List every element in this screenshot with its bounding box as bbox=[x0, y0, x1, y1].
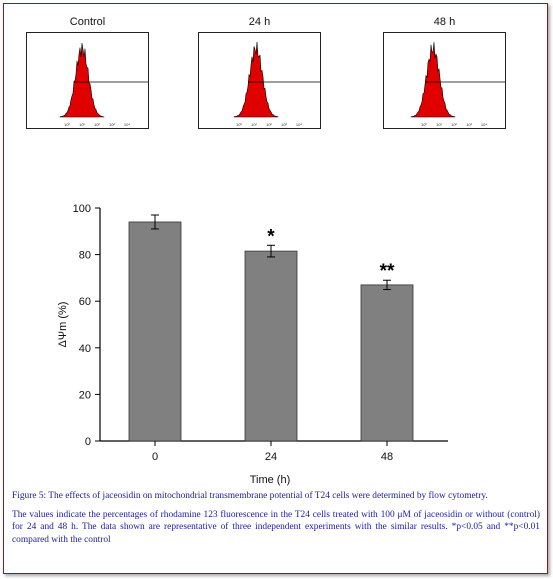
y-tick-label: 80 bbox=[79, 250, 91, 262]
y-axis-label: ΔΨm (%) bbox=[57, 302, 69, 348]
histogram-panel-24h: 24 h 10⁰ 10¹ 10² 10³ 10⁴ bbox=[198, 4, 321, 129]
histogram-tick-label: 10³ bbox=[466, 122, 472, 127]
y-tick-label: 0 bbox=[85, 436, 91, 448]
histogram-svg: 10⁰ 10¹ 10² 10³ 10⁴ bbox=[410, 42, 505, 127]
bar bbox=[244, 250, 298, 442]
histogram-tick-label: 10⁰ bbox=[64, 122, 70, 127]
histogram-plot: 10⁰ 10¹ 10² 10³ 10⁴ bbox=[383, 32, 506, 129]
histogram-tick-label: 10⁴ bbox=[481, 122, 487, 127]
y-tick-label: 20 bbox=[79, 389, 91, 401]
histogram-tick-label: 10⁴ bbox=[296, 122, 302, 127]
caption-title: Figure 5: The effects of jaceosidin on m… bbox=[12, 491, 488, 501]
histogram-tick-label: 10³ bbox=[109, 122, 115, 127]
histogram-plot: 10⁰ 10¹ 10² 10³ 10⁴ bbox=[198, 32, 321, 129]
figure-frame: Control 10⁰ 10¹ 10² 10³ 10⁴ 24 h 10⁰ 10¹ 10² 10… bbox=[3, 3, 548, 574]
histogram-tick-label: 10³ bbox=[281, 122, 287, 127]
histogram-curve bbox=[59, 42, 105, 118]
histogram-plot: 10⁰ 10¹ 10² 10³ 10⁴ bbox=[26, 32, 149, 129]
figure-caption: Figure 5: The effects of jaceosidin on m… bbox=[12, 490, 540, 552]
x-tick-label: 48 bbox=[381, 451, 393, 463]
histogram-panel-48h: 48 h 10⁰ 10¹ 10² 10³ 10⁴ bbox=[383, 4, 506, 129]
x-tick-label: 0 bbox=[152, 451, 158, 463]
histogram-tick-label: 10⁰ bbox=[236, 122, 242, 127]
histogram-title: Control bbox=[69, 16, 106, 28]
x-tick-label: 24 bbox=[265, 451, 277, 463]
histogram-tick-label: 10⁴ bbox=[124, 122, 130, 127]
histogram-tick-label: 10² bbox=[266, 122, 272, 127]
caption-body: The values indicate the percentages of r… bbox=[12, 509, 540, 545]
y-tick-label: 40 bbox=[79, 343, 91, 355]
x-axis-label: Time (h) bbox=[250, 474, 291, 486]
histogram-tick-label: 10² bbox=[94, 122, 100, 127]
histogram-title: 48 h bbox=[433, 16, 456, 28]
significance-marker: * bbox=[267, 226, 275, 247]
histogram-curve bbox=[410, 42, 456, 118]
y-tick-label: 100 bbox=[73, 203, 91, 215]
histogram-svg: 10⁰ 10¹ 10² 10³ 10⁴ bbox=[59, 42, 148, 127]
bar-chart: 0 20 40 60 80 100 0 24 * 48 ** Time (h) ΔΨm (%) bbox=[57, 203, 448, 486]
histogram-svg: 10⁰ 10¹ 10² 10³ 10⁴ bbox=[233, 41, 320, 127]
histogram-title: 24 h bbox=[248, 16, 271, 28]
histogram-tick-label: 10¹ bbox=[79, 122, 85, 127]
histogram-panel-control: Control 10⁰ 10¹ 10² 10³ 10⁴ bbox=[26, 4, 149, 129]
histogram-curve bbox=[233, 41, 279, 118]
histogram-tick-label: 10² bbox=[451, 122, 457, 127]
bar bbox=[360, 284, 414, 442]
histogram-tick-label: 10¹ bbox=[436, 122, 442, 127]
histogram-tick-label: 10⁰ bbox=[421, 122, 427, 127]
bar bbox=[128, 221, 182, 442]
significance-marker: ** bbox=[380, 261, 395, 282]
histogram-tick-label: 10¹ bbox=[251, 122, 257, 127]
y-tick-label: 60 bbox=[79, 296, 91, 308]
